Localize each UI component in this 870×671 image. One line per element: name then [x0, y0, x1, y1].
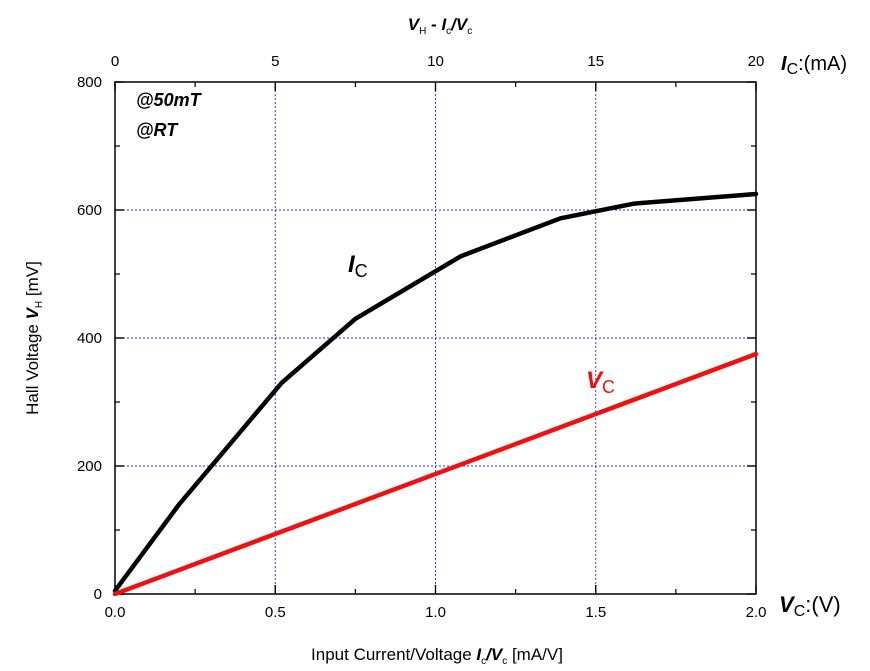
- annotation-field: @50mT: [136, 90, 203, 110]
- top-axis-title-v1: V: [408, 15, 421, 34]
- x-tick-label: 1.0: [425, 604, 446, 621]
- top-axis-title-v1-sub: H: [419, 26, 426, 37]
- y-tick-label: 400: [77, 330, 102, 347]
- bottom-axis-title-prefix: Input Current/Voltage: [311, 645, 476, 664]
- y-tick-label: 0: [94, 586, 102, 603]
- x-tick-label: 2.0: [746, 604, 767, 621]
- series-line-vc: [112, 351, 759, 597]
- x-tick-label: 1.5: [585, 604, 606, 621]
- bottom-axis-title-v2: V: [491, 645, 504, 664]
- left-axis-title-prefix: Hall Voltage: [23, 319, 42, 414]
- top-axis-title-sep: /: [450, 15, 458, 34]
- top-axis-title: VH - Ic/Vc: [408, 15, 473, 37]
- top-axis-title-dash: -: [426, 15, 441, 34]
- x-tick-label: 0.5: [265, 604, 286, 621]
- bottom-axis-end-unit: :(V): [805, 592, 840, 617]
- bottom-axis-title-sep: /: [485, 645, 493, 664]
- annotation-temperature: @RT: [136, 120, 179, 140]
- x2-tick-label: 10: [427, 53, 444, 70]
- x2-tick-label: 0: [111, 53, 119, 70]
- top-axis-title-v2: I: [441, 15, 447, 34]
- series-label-vc-sub: C: [602, 377, 615, 397]
- x2-tick-label: 15: [587, 53, 604, 70]
- series-label-ic: IC: [348, 251, 368, 281]
- bottom-axis-title-v1-sub: c: [481, 656, 486, 667]
- left-axis-title-var-sub: H: [34, 301, 45, 308]
- bottom-axis-end-sub: C: [794, 603, 806, 620]
- top-axis-title-v3: V: [456, 15, 469, 34]
- x2-tick-label: 20: [748, 53, 765, 70]
- top-axis-title-v2-sub: c: [446, 26, 451, 37]
- left-axis-title-var: V: [23, 306, 42, 319]
- data-series: [112, 191, 759, 597]
- bottom-axis-end-var: V: [779, 592, 796, 617]
- left-axis-title: Hall Voltage VH [mV]: [23, 261, 45, 415]
- series-label-ic-var: I: [348, 251, 356, 278]
- series-label-ic-sub: C: [355, 261, 368, 281]
- top-axis-end-var: I: [781, 53, 787, 75]
- series-line-ic: [112, 191, 759, 594]
- x2-tick-label: 5: [271, 53, 279, 70]
- x-tick-label: 0.0: [105, 604, 126, 621]
- grid-lines: [115, 82, 756, 594]
- bottom-axis-title-v1: I: [476, 645, 482, 664]
- bottom-axis-end-label: VC:(V): [779, 592, 841, 620]
- top-axis-title-v3-sub: c: [467, 26, 472, 37]
- series-label-vc: VC: [586, 367, 615, 397]
- bottom-axis-title: Input Current/Voltage Ic/Vc [mA/V]: [311, 645, 563, 667]
- bottom-axis-title-suffix: [mA/V]: [507, 645, 563, 664]
- y-tick-label: 800: [77, 74, 102, 91]
- bottom-axis-title-v2-sub: c: [502, 656, 507, 667]
- top-axis-end-unit: :(mA): [798, 53, 847, 75]
- series-label-vc-var: V: [586, 367, 604, 394]
- y-tick-label: 600: [77, 202, 102, 219]
- top-axis-end-sub: C: [787, 61, 799, 78]
- left-axis-title-suffix: [mV]: [23, 261, 42, 301]
- top-axis-end-label: IC:(mA): [781, 53, 847, 78]
- y-tick-label: 200: [77, 458, 102, 475]
